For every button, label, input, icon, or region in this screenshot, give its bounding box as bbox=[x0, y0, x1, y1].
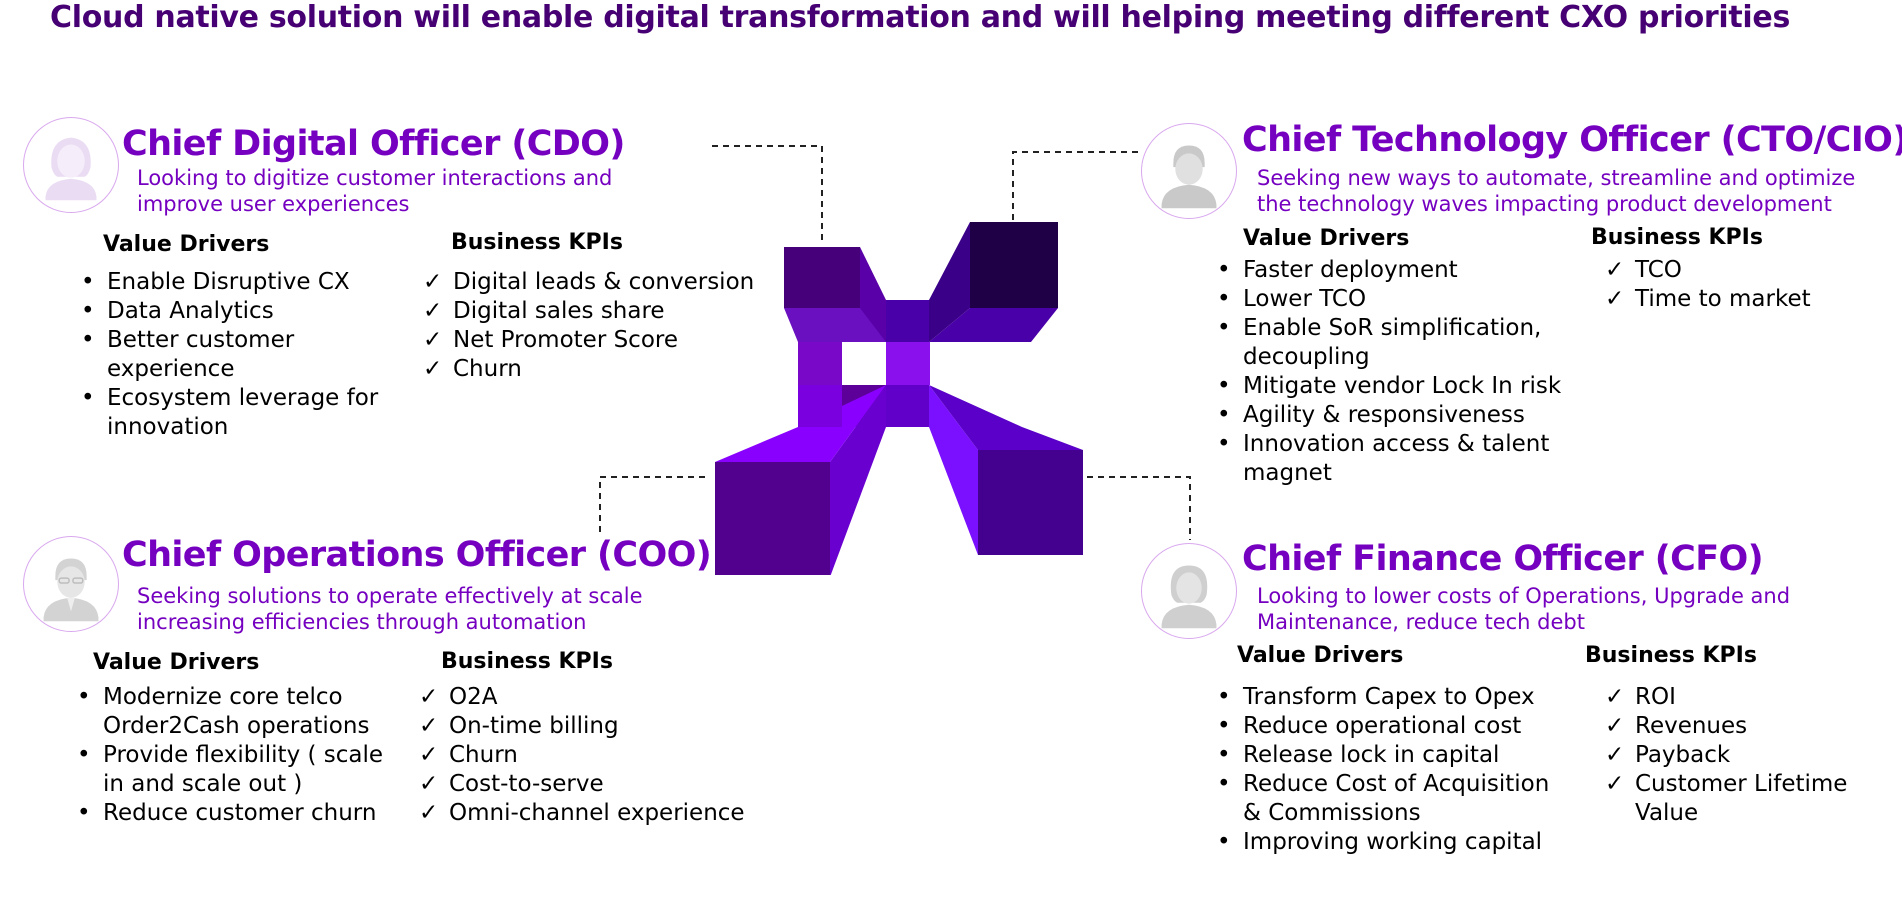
coo-description: Seeking solutions to operate effectively… bbox=[137, 584, 643, 634]
list-item: Modernize core telco Order2Cash operatio… bbox=[73, 683, 398, 741]
cfo-avatar-icon bbox=[1141, 543, 1237, 639]
connector-cfo bbox=[1087, 476, 1191, 540]
cto-value-drivers-heading: Value Drivers bbox=[1243, 226, 1410, 251]
connector-coo bbox=[599, 476, 705, 535]
cdo-kpis-heading: Business KPIs bbox=[451, 230, 623, 255]
cdo-avatar-icon bbox=[23, 117, 119, 213]
list-item: Cost-to-serve bbox=[419, 770, 759, 799]
list-item: Faster deployment bbox=[1213, 256, 1583, 285]
cfo-description: Looking to lower costs of Operations, Up… bbox=[1257, 584, 1791, 634]
list-item: Agility & responsiveness bbox=[1213, 401, 1583, 430]
cto-title: Chief Technology Officer (CTO/CIO) bbox=[1242, 120, 1902, 160]
center-x-cube-graphic bbox=[715, 222, 1083, 575]
list-item: Improving working capital bbox=[1213, 828, 1553, 857]
connector-cto bbox=[1012, 151, 1138, 223]
list-item: Omni-channel experience bbox=[419, 799, 759, 828]
cdo-description: Looking to digitize customer interaction… bbox=[137, 166, 613, 216]
list-item: Enable SoR simplification, decoupling bbox=[1213, 314, 1583, 372]
list-item: Reduce customer churn bbox=[73, 799, 398, 828]
coo-value-drivers-list: Modernize core telco Order2Cash operatio… bbox=[73, 683, 398, 828]
cdo-value-drivers-heading: Value Drivers bbox=[103, 232, 270, 257]
cto-avatar-icon bbox=[1141, 123, 1237, 219]
list-item: Provide flexibility ( scale in and scale… bbox=[73, 741, 398, 799]
list-item: Churn bbox=[423, 355, 763, 384]
coo-kpis-list: O2A On-time billing Churn Cost-to-serve … bbox=[419, 683, 759, 828]
list-item: ROI bbox=[1605, 683, 1875, 712]
list-item: Payback bbox=[1605, 741, 1875, 770]
cdo-kpis-list: Digital leads & conversion Digital sales… bbox=[423, 268, 763, 384]
list-item: Time to market bbox=[1605, 285, 1865, 314]
list-item: Better customer experience bbox=[77, 326, 387, 384]
list-item: Release lock in capital bbox=[1213, 741, 1553, 770]
list-item: Digital leads & conversion bbox=[423, 268, 763, 297]
list-item: Lower TCO bbox=[1213, 285, 1583, 314]
list-item: Mitigate vendor Lock In risk bbox=[1213, 372, 1583, 401]
coo-avatar-icon bbox=[23, 536, 119, 632]
list-item: Reduce operational cost bbox=[1213, 712, 1553, 741]
list-item: On-time billing bbox=[419, 712, 759, 741]
page-title: Cloud native solution will enable digita… bbox=[50, 0, 1791, 35]
coo-kpis-heading: Business KPIs bbox=[441, 649, 613, 674]
cto-description: Seeking new ways to automate, streamline… bbox=[1257, 166, 1856, 216]
list-item: Customer Lifetime Value bbox=[1605, 770, 1875, 828]
connector-cdo bbox=[712, 145, 823, 245]
cto-value-drivers-list: Faster deployment Lower TCO Enable SoR s… bbox=[1213, 256, 1583, 488]
list-item: Digital sales share bbox=[423, 297, 763, 326]
cfo-value-drivers-list: Transform Capex to Opex Reduce operation… bbox=[1213, 683, 1553, 857]
list-item: Net Promoter Score bbox=[423, 326, 763, 355]
cfo-value-drivers-heading: Value Drivers bbox=[1237, 643, 1404, 668]
list-item: Enable Disruptive CX bbox=[77, 268, 387, 297]
list-item: Ecosystem leverage for innovation bbox=[77, 384, 387, 442]
list-item: Transform Capex to Opex bbox=[1213, 683, 1553, 712]
cfo-kpis-heading: Business KPIs bbox=[1585, 643, 1757, 668]
list-item: TCO bbox=[1605, 256, 1865, 285]
cfo-kpis-list: ROI Revenues Payback Customer Lifetime V… bbox=[1605, 683, 1875, 828]
coo-title: Chief Operations Officer (COO) bbox=[122, 535, 712, 575]
list-item: Innovation access & talent magnet bbox=[1213, 430, 1583, 488]
cto-kpis-heading: Business KPIs bbox=[1591, 225, 1763, 250]
cfo-title: Chief Finance Officer (CFO) bbox=[1242, 539, 1764, 579]
cdo-value-drivers-list: Enable Disruptive CX Data Analytics Bett… bbox=[77, 268, 387, 442]
list-item: Reduce Cost of Acquisition & Commissions bbox=[1213, 770, 1553, 828]
list-item: Data Analytics bbox=[77, 297, 387, 326]
list-item: Churn bbox=[419, 741, 759, 770]
cto-kpis-list: TCO Time to market bbox=[1605, 256, 1865, 314]
list-item: Revenues bbox=[1605, 712, 1875, 741]
coo-value-drivers-heading: Value Drivers bbox=[93, 650, 260, 675]
list-item: O2A bbox=[419, 683, 759, 712]
cdo-title: Chief Digital Officer (CDO) bbox=[122, 124, 625, 164]
